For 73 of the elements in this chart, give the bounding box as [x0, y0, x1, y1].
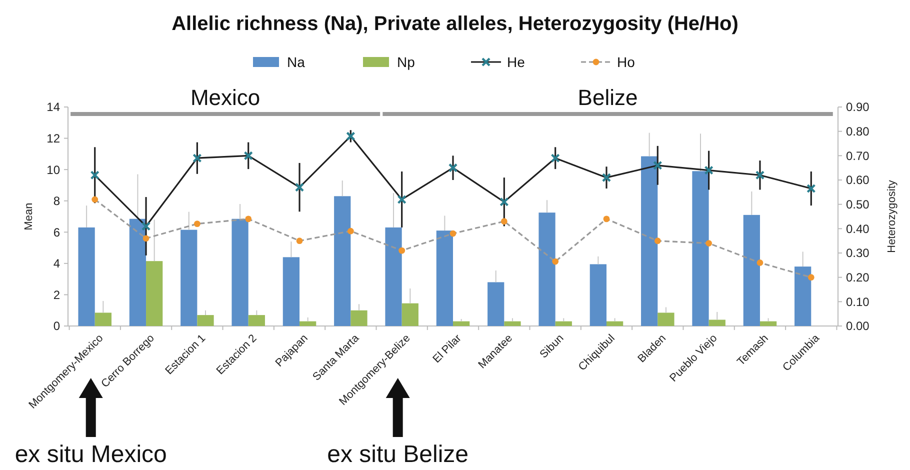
y-tick-label: 4 — [53, 256, 60, 271]
bar — [504, 321, 521, 326]
y2-tick-label: 0.30 — [846, 246, 870, 260]
bar — [538, 212, 556, 326]
text: ex situ Mexico — [14, 441, 167, 468]
bar — [385, 227, 402, 326]
y-axis-title: Mean — [23, 202, 35, 230]
point — [296, 238, 303, 244]
bar — [78, 227, 95, 326]
point — [450, 230, 456, 237]
bar — [658, 312, 674, 326]
annotation: Belize — [578, 85, 638, 110]
bar — [334, 196, 351, 326]
bar — [402, 303, 418, 326]
bar — [180, 230, 198, 326]
point — [706, 240, 712, 246]
point — [808, 274, 814, 281]
bar — [453, 321, 470, 326]
y2-tick-label: 0.60 — [846, 173, 870, 188]
point — [142, 235, 150, 242]
y-tick-label: 8 — [53, 194, 60, 208]
point — [756, 260, 764, 266]
y2-tick-label: 0.10 — [846, 294, 870, 309]
point — [347, 228, 354, 234]
point — [245, 216, 252, 222]
y2-tick-label: 0.40 — [846, 222, 870, 236]
chart-title: Allelic richness (Na), Private alleles, Heterozygosity (He/Ho) — [172, 13, 738, 35]
legend-label: He — [507, 54, 526, 70]
y2-tick-label: 0.50 — [846, 198, 870, 212]
y2-tick-label: 0.90 — [846, 100, 870, 114]
point — [92, 196, 98, 203]
point — [500, 218, 508, 225]
bar — [590, 264, 606, 326]
bar — [641, 156, 658, 326]
bar — [350, 310, 368, 326]
bar — [488, 282, 504, 326]
legend-label: Na — [287, 54, 306, 70]
y2-tick-label: 0.00 — [846, 319, 870, 334]
y-tick-label: 6 — [53, 225, 60, 240]
bar — [692, 171, 709, 326]
bar — [760, 321, 777, 326]
bar — [232, 218, 248, 326]
point — [398, 247, 406, 254]
point — [194, 220, 200, 227]
legend-label: Ho — [617, 54, 636, 70]
text: ex situ Belize — [327, 441, 469, 468]
y-tick-label: 14 — [46, 100, 60, 114]
bar — [708, 320, 726, 326]
bar — [146, 261, 163, 326]
y2-axis-title: Heterozygosity — [886, 180, 898, 253]
point — [654, 238, 661, 244]
bar — [94, 312, 112, 326]
bar — [248, 315, 265, 326]
bar — [282, 257, 300, 326]
bar — [300, 321, 316, 326]
y2-tick-label: 0.80 — [846, 124, 870, 139]
annotation: Mexico — [190, 85, 260, 110]
y-tick-label: 10 — [46, 162, 60, 177]
legend-label: Np — [397, 54, 416, 70]
y-tick-label: 2 — [53, 288, 60, 302]
bar — [794, 266, 812, 326]
bar — [555, 321, 572, 326]
y2-tick-label: 0.20 — [846, 270, 870, 285]
bar — [606, 321, 624, 326]
point — [552, 258, 559, 265]
point — [603, 216, 610, 222]
y-tick-label: 0 — [53, 319, 60, 334]
y2-tick-label: 0.70 — [846, 148, 870, 163]
bar — [129, 218, 146, 326]
bar — [436, 230, 453, 326]
bar — [197, 315, 214, 326]
bar — [743, 214, 760, 326]
y-tick-label: 12 — [46, 131, 60, 146]
